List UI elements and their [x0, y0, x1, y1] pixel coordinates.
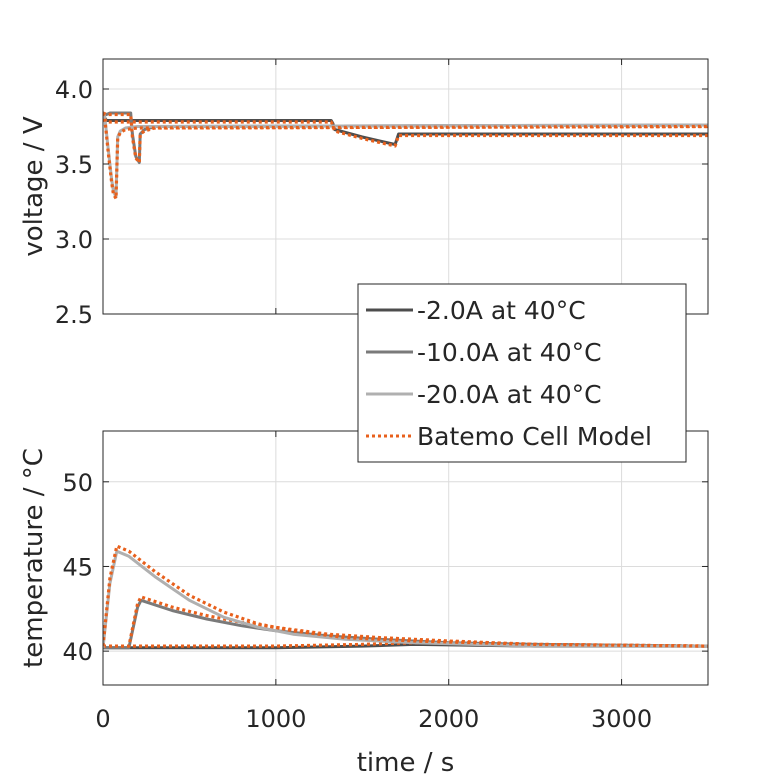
x-tick-label: 3000	[591, 705, 652, 733]
y-axis-label: voltage / V	[19, 116, 49, 256]
y-tick-label: 4.0	[55, 76, 93, 104]
temperature-axes: 40 45 50 0 1000 2000 3000 temperature / °C time …	[19, 430, 709, 778]
model-line-3	[103, 595, 708, 648]
model-line-1	[103, 112, 708, 148]
x-tick-label: 0	[95, 705, 110, 733]
x-axis-label: time / s	[357, 748, 455, 778]
model-line-3	[103, 111, 708, 165]
x-tick-label: 1000	[245, 705, 306, 733]
legend-entry-label: -10.0A at 40°C	[417, 338, 602, 367]
legend-entry-label: -20.0A at 40°C	[417, 380, 602, 409]
y-tick-label: 40	[62, 638, 93, 666]
measured-line-4	[103, 112, 708, 199]
measured-line-2	[103, 598, 708, 650]
y-tick-label: 3.0	[55, 226, 93, 254]
legend-box	[357, 283, 687, 463]
y-tick-label: 3.5	[55, 151, 93, 179]
legend-entry-label: Batemo Cell Model	[417, 422, 652, 451]
axes-frame	[102, 58, 709, 315]
x-tick-label: 2000	[418, 705, 479, 733]
model-line-5	[103, 112, 708, 201]
y-tick-label: 50	[62, 469, 93, 497]
legend: -2.0A at 40°C -10.0A at 40°C -20.0A at 40°…	[357, 283, 687, 463]
measured-line-4	[103, 549, 708, 648]
y-axis-label: temperature / °C	[19, 448, 49, 668]
legend-entry-label: -2.0A at 40°C	[417, 296, 586, 325]
y-tick-label: 45	[62, 553, 93, 581]
model-line-5	[103, 544, 708, 648]
y-tick-label: 2.5	[55, 301, 93, 329]
